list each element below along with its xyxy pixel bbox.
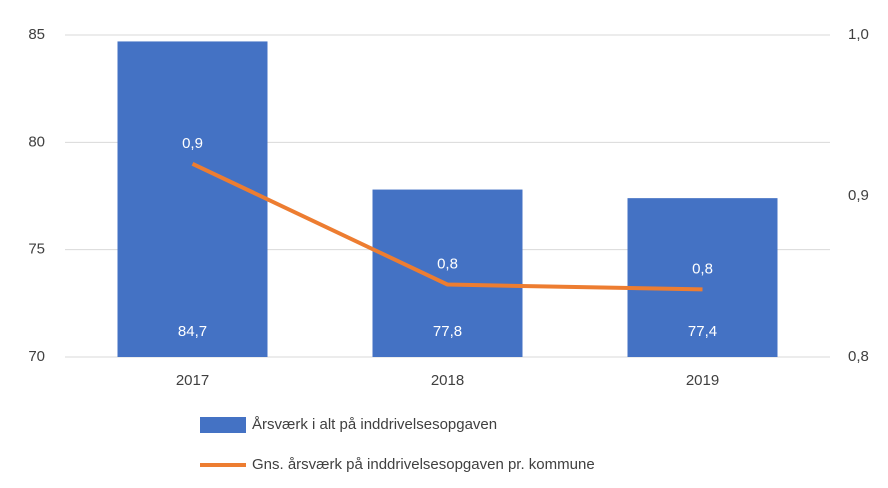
- legend-label: Gns. årsværk på inddrivelsesopgaven pr. …: [252, 456, 595, 473]
- y-tick-label: 75: [28, 241, 45, 258]
- x-tick-label: 2019: [686, 372, 719, 389]
- y2-tick-label: 0,8: [848, 348, 869, 365]
- bar-value-label: 77,4: [688, 323, 717, 340]
- x-tick-label: 2017: [176, 372, 209, 389]
- bar-value-label: 84,7: [178, 323, 207, 340]
- y-tick-label: 80: [28, 133, 45, 150]
- line-value-label: 0,9: [182, 135, 203, 152]
- x-tick-label: 2018: [431, 372, 464, 389]
- y-tick-label: 85: [28, 26, 45, 43]
- legend-label: Årsværk i alt på inddrivelsesopgaven: [252, 416, 497, 433]
- bar: [117, 41, 268, 357]
- bar: [372, 189, 523, 357]
- line-value-label: 0,8: [437, 256, 458, 273]
- y2-tick-label: 1,0: [848, 26, 869, 43]
- y2-tick-label: 0,9: [848, 187, 869, 204]
- line-value-label: 0,8: [692, 260, 713, 277]
- bar-value-label: 77,8: [433, 323, 462, 340]
- y-tick-label: 70: [28, 348, 45, 365]
- legend-swatch: [200, 417, 246, 433]
- line: [191, 161, 703, 292]
- bar: [627, 198, 778, 357]
